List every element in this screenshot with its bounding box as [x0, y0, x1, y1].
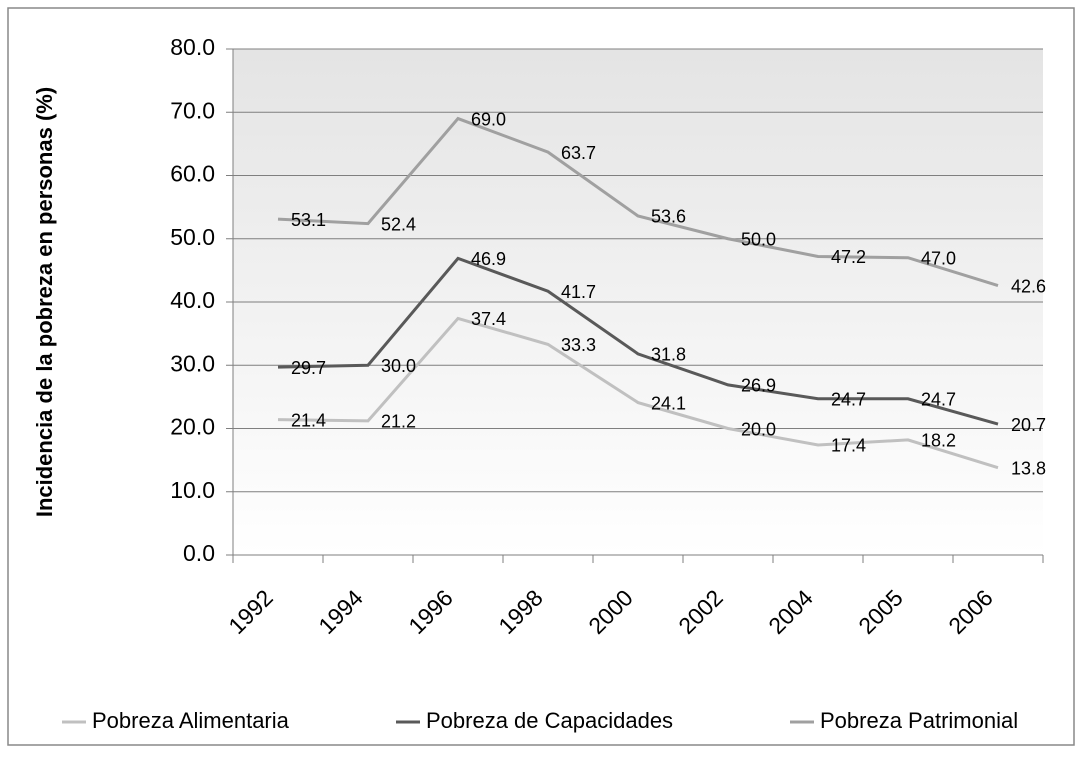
y-tick-label: 30.0	[170, 350, 215, 376]
y-tick-label: 50.0	[170, 224, 215, 250]
y-tick-label: 80.0	[170, 34, 215, 60]
data-label: 69.0	[471, 109, 506, 129]
legend-label: Pobreza Alimentaria	[92, 708, 290, 733]
data-label: 20.0	[741, 419, 776, 439]
y-axis-title: Incidencia de la pobreza en personas (%)	[32, 87, 57, 517]
data-label: 53.1	[291, 210, 326, 230]
data-label: 47.2	[831, 247, 866, 267]
data-label: 53.6	[651, 207, 686, 227]
data-label: 21.2	[381, 412, 416, 432]
data-label: 50.0	[741, 230, 776, 250]
data-label: 31.8	[651, 345, 686, 365]
y-tick-label: 20.0	[170, 414, 215, 440]
legend-label: Pobreza de Capacidades	[426, 708, 673, 733]
y-tick-label: 60.0	[170, 161, 215, 187]
data-label: 24.1	[651, 393, 686, 413]
data-label: 24.7	[831, 390, 866, 410]
series-line	[277, 256, 999, 426]
legend-label: Pobreza Patrimonial	[820, 708, 1018, 733]
data-label: 24.7	[921, 390, 956, 410]
data-label: 30.0	[381, 356, 416, 376]
data-label: 41.7	[561, 282, 596, 302]
data-label: 17.4	[831, 436, 866, 456]
data-label: 33.3	[561, 335, 596, 355]
data-label: 63.7	[561, 143, 596, 163]
y-tick-label: 40.0	[170, 287, 215, 313]
y-tick-label: 0.0	[183, 540, 215, 566]
series-line	[277, 316, 999, 470]
data-label: 13.8	[1011, 458, 1046, 478]
data-label: 46.9	[471, 249, 506, 269]
series-line	[277, 116, 999, 287]
data-label: 21.4	[291, 410, 326, 430]
data-label: 18.2	[921, 431, 956, 451]
data-label: 29.7	[291, 358, 326, 378]
data-label: 20.7	[1011, 415, 1046, 435]
data-label: 52.4	[381, 214, 416, 234]
data-label: 47.0	[921, 248, 956, 268]
y-tick-label: 70.0	[170, 97, 215, 123]
data-label: 26.9	[741, 376, 776, 396]
data-label: 37.4	[471, 309, 506, 329]
y-tick-label: 10.0	[170, 477, 215, 503]
data-label: 42.6	[1011, 276, 1046, 296]
